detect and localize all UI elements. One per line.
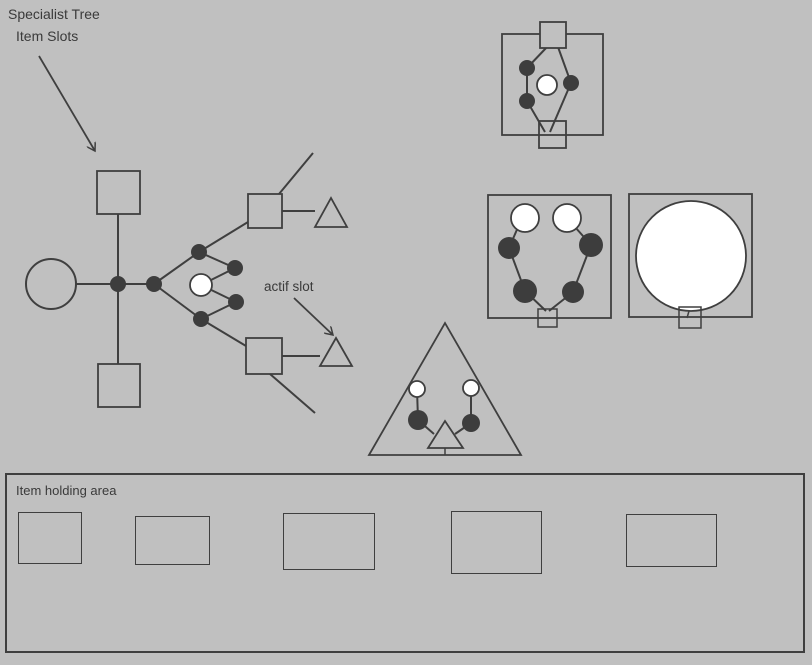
item-node	[579, 233, 603, 257]
item-node-open	[510, 203, 540, 233]
item-square-u[interactable]	[487, 194, 612, 328]
actif-slot-arrow	[293, 297, 333, 335]
specialist-slot-top[interactable]	[96, 170, 141, 215]
item-node-open	[408, 380, 426, 398]
item-node	[563, 75, 579, 91]
actif-slot-triangle-lower[interactable]	[318, 336, 354, 367]
connector-bottom[interactable]	[678, 306, 702, 329]
root-circle[interactable]	[25, 258, 77, 310]
item-node-open	[536, 74, 558, 96]
item-node	[513, 279, 537, 303]
specialist-tree-label: Specialist Tree	[8, 6, 100, 22]
item-node	[562, 281, 584, 303]
item-square-circle[interactable]	[628, 193, 753, 329]
connector-bottom[interactable]	[538, 120, 567, 149]
item-node	[519, 60, 535, 76]
holding-slot[interactable]	[626, 514, 717, 567]
connector-bottom[interactable]	[537, 308, 558, 328]
item-node	[408, 410, 428, 430]
branch-slot-lower[interactable]	[245, 337, 283, 375]
item-node	[462, 414, 480, 432]
item-square-diamond[interactable]	[501, 21, 604, 149]
tree-node	[110, 276, 126, 292]
tree-node	[146, 276, 162, 292]
item-node	[519, 93, 535, 109]
holding-slot[interactable]	[135, 516, 210, 565]
holding-slot[interactable]	[451, 511, 542, 574]
item-slots-label: Item Slots	[16, 28, 79, 44]
large-open-circle	[635, 200, 747, 312]
actif-slot-label: actif slot	[264, 279, 314, 294]
tree-node	[227, 260, 243, 276]
connector-top[interactable]	[539, 21, 567, 49]
main-tree	[25, 152, 354, 414]
actif-slot-triangle-upper[interactable]	[313, 196, 349, 228]
holding-slot[interactable]	[283, 513, 375, 570]
specialist-slot-bottom[interactable]	[97, 363, 141, 408]
tree-node	[191, 244, 207, 260]
tree-node-open	[189, 273, 213, 297]
item-node-open	[462, 379, 480, 397]
tree-node	[228, 294, 244, 310]
item-holding-area: Item holding area	[5, 473, 805, 653]
holding-slot[interactable]	[18, 512, 82, 564]
item-node	[498, 237, 520, 259]
tree-node	[193, 311, 209, 327]
specialist-tree-arrow	[38, 55, 95, 151]
item-triangle[interactable]	[367, 321, 523, 456]
item-node-open	[552, 203, 582, 233]
branch-slot-upper[interactable]	[247, 193, 283, 229]
item-holding-area-label: Item holding area	[16, 483, 117, 498]
